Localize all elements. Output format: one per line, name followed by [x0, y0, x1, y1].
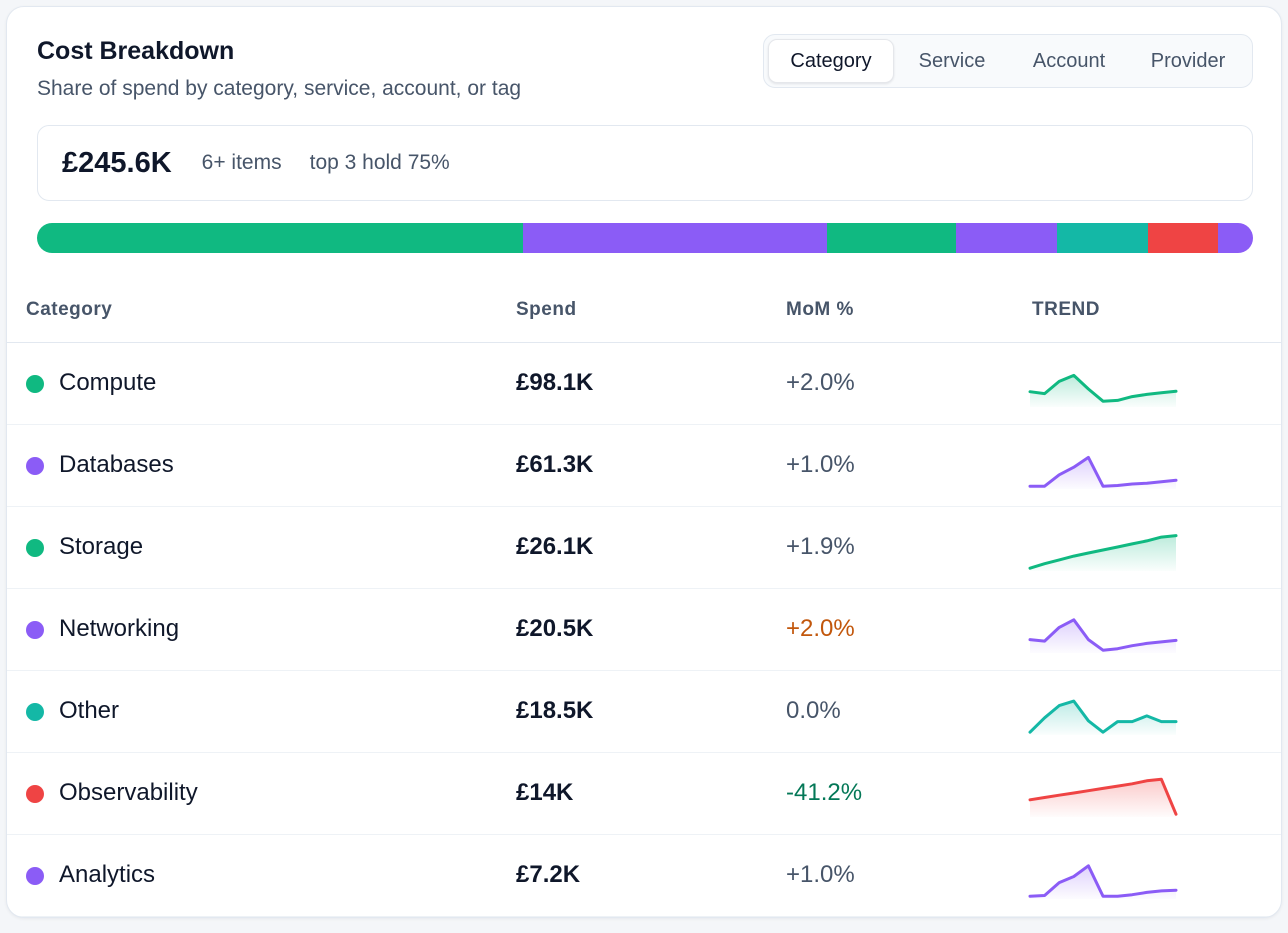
share-segment-other[interactable]	[1056, 223, 1149, 253]
mom-value: +1.9%	[786, 533, 855, 560]
card-subtitle: Share of spend by category, service, acc…	[37, 77, 522, 100]
tab-provider[interactable]: Provider	[1150, 49, 1226, 72]
mom-value: -41.2%	[786, 779, 863, 806]
cost-breakdown-card: Cost Breakdown Share of spend by categor…	[6, 6, 1282, 918]
share-segment-compute[interactable]	[37, 223, 523, 253]
trend-sparkline	[1028, 777, 1178, 817]
sparkline-area	[1030, 535, 1176, 571]
header-category[interactable]: Category	[26, 299, 113, 320]
trend-sparkline	[1028, 699, 1178, 735]
table-row[interactable]: Compute £98.1K +2.0%	[7, 343, 1281, 425]
mom-value: +2.0%	[786, 369, 855, 396]
item-count: 6+ items	[201, 151, 282, 174]
header-spend[interactable]: Spend	[516, 299, 577, 320]
trend-sparkline	[1028, 534, 1178, 571]
category-name: Observability	[59, 779, 198, 806]
sparkline-line	[1028, 864, 1178, 898]
category-color-dot	[26, 867, 44, 885]
mom-value: +1.0%	[786, 451, 855, 478]
sparkline-area	[1030, 701, 1176, 735]
category-name: Other	[59, 697, 120, 724]
spend-value: £18.5K	[516, 697, 594, 724]
spend-value: £98.1K	[516, 369, 594, 396]
summary-box: £245.6K 6+ items top 3 hold 75%	[37, 125, 1253, 201]
trend-sparkline	[1028, 618, 1178, 653]
tab-account[interactable]: Account	[1032, 49, 1106, 72]
category-name: Networking	[59, 615, 180, 642]
category-color-dot	[26, 703, 44, 721]
category-name: Compute	[59, 369, 157, 396]
trend-sparkline	[1028, 864, 1178, 899]
share-segment-networking[interactable]	[955, 223, 1057, 253]
category-color-dot	[26, 621, 44, 639]
share-stacked-bar	[37, 223, 1253, 253]
table-row[interactable]: Other £18.5K 0.0%	[7, 671, 1281, 753]
sparkline-line	[1028, 777, 1178, 816]
table-row[interactable]: Networking £20.5K +2.0%	[7, 589, 1281, 671]
sparkline-area	[1030, 375, 1176, 407]
spend-value: £26.1K	[516, 533, 594, 560]
table-row[interactable]: Analytics £7.2K +1.0%	[7, 835, 1281, 917]
total-spend: £245.6K	[62, 146, 172, 179]
category-color-dot	[26, 457, 44, 475]
category-name: Analytics	[59, 861, 156, 888]
spend-value: £61.3K	[516, 451, 594, 478]
table-row[interactable]: Databases £61.3K +1.0%	[7, 425, 1281, 507]
sparkline-line	[1028, 373, 1178, 403]
breakdown-tabs: Category Service Account Provider	[763, 34, 1253, 88]
header-mom[interactable]: MoM %	[786, 299, 854, 320]
share-segment-observability[interactable]	[1148, 223, 1218, 253]
sparkline-area	[1030, 457, 1176, 489]
sparkline-area	[1030, 619, 1176, 653]
sparkline-area	[1030, 865, 1176, 899]
share-segment-storage[interactable]	[826, 223, 956, 253]
trend-sparkline	[1028, 455, 1178, 489]
tab-service[interactable]: Service	[918, 49, 986, 72]
mom-value: +1.0%	[786, 861, 855, 888]
mom-value: +2.0%	[786, 615, 855, 642]
category-color-dot	[26, 539, 44, 557]
table-row[interactable]: Storage £26.1K +1.9%	[7, 507, 1281, 589]
category-color-dot	[26, 375, 44, 393]
category-name: Storage	[59, 533, 144, 560]
category-color-dot	[26, 785, 44, 803]
mom-value: 0.0%	[786, 697, 841, 724]
table-row[interactable]: Observability £14K -41.2%	[7, 753, 1281, 835]
category-name: Databases	[59, 451, 174, 478]
sparkline-line	[1028, 699, 1178, 734]
spend-value: £20.5K	[516, 615, 594, 642]
top-share: top 3 hold 75%	[309, 151, 450, 174]
share-segment-databases[interactable]	[522, 223, 827, 253]
sparkline-line	[1028, 618, 1178, 652]
trend-sparkline	[1028, 373, 1178, 407]
spend-value: £7.2K	[516, 861, 581, 888]
spend-value: £14K	[516, 779, 574, 806]
header-trend: TREND	[1032, 299, 1100, 320]
sparkline-area	[1030, 779, 1176, 817]
share-segment-analytics[interactable]	[1217, 223, 1253, 253]
table-header: Category Spend MoM % TREND	[7, 289, 1281, 343]
sparkline-line	[1028, 534, 1178, 570]
tab-category[interactable]: Category	[768, 39, 894, 83]
card-title: Cost Breakdown	[37, 37, 235, 65]
sparkline-line	[1028, 455, 1178, 488]
